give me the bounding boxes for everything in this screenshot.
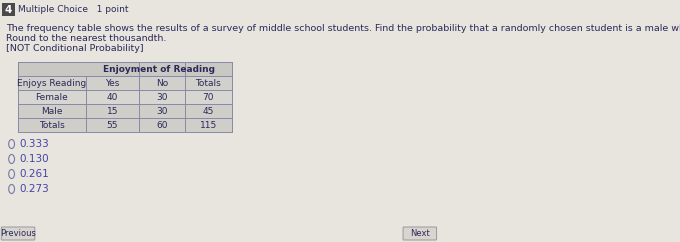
Circle shape bbox=[9, 154, 14, 164]
FancyBboxPatch shape bbox=[1, 227, 35, 240]
Text: 0.333: 0.333 bbox=[19, 139, 49, 149]
Text: Next: Next bbox=[410, 229, 430, 238]
Text: 55: 55 bbox=[107, 121, 118, 129]
Text: 15: 15 bbox=[107, 106, 118, 115]
Text: Enjoyment of Reading: Enjoyment of Reading bbox=[103, 65, 215, 74]
Bar bbox=[2, 3, 15, 16]
Text: Totals: Totals bbox=[195, 78, 221, 88]
Text: 30: 30 bbox=[156, 92, 167, 101]
Text: 0.130: 0.130 bbox=[19, 154, 49, 164]
Text: Round to the nearest thousandth.: Round to the nearest thousandth. bbox=[6, 34, 167, 43]
Text: The frequency table shows the results of a survey of middle school students. Fin: The frequency table shows the results of… bbox=[6, 24, 680, 33]
Bar bbox=[18, 76, 231, 90]
Text: 60: 60 bbox=[156, 121, 167, 129]
Text: Totals: Totals bbox=[39, 121, 65, 129]
Bar bbox=[18, 62, 231, 76]
Text: 0.273: 0.273 bbox=[19, 184, 49, 194]
Bar bbox=[18, 104, 231, 118]
Text: 40: 40 bbox=[107, 92, 118, 101]
Text: Enjoys Reading: Enjoys Reading bbox=[17, 78, 86, 88]
Text: Female: Female bbox=[35, 92, 68, 101]
Text: Previous: Previous bbox=[0, 229, 36, 238]
FancyBboxPatch shape bbox=[403, 227, 437, 240]
Text: 115: 115 bbox=[200, 121, 217, 129]
Text: Multiple Choice   1 point: Multiple Choice 1 point bbox=[18, 6, 129, 15]
Circle shape bbox=[9, 139, 14, 149]
Text: Male: Male bbox=[41, 106, 63, 115]
Text: [NOT Conditional Probability]: [NOT Conditional Probability] bbox=[6, 44, 144, 53]
Bar bbox=[18, 90, 231, 104]
Text: 30: 30 bbox=[156, 106, 167, 115]
Text: 0.261: 0.261 bbox=[19, 169, 49, 179]
Circle shape bbox=[9, 184, 14, 194]
Text: No: No bbox=[156, 78, 168, 88]
Text: Yes: Yes bbox=[105, 78, 120, 88]
Text: 45: 45 bbox=[203, 106, 214, 115]
Circle shape bbox=[9, 169, 14, 179]
Text: 70: 70 bbox=[203, 92, 214, 101]
Bar bbox=[18, 118, 231, 132]
Text: 4: 4 bbox=[5, 5, 12, 15]
